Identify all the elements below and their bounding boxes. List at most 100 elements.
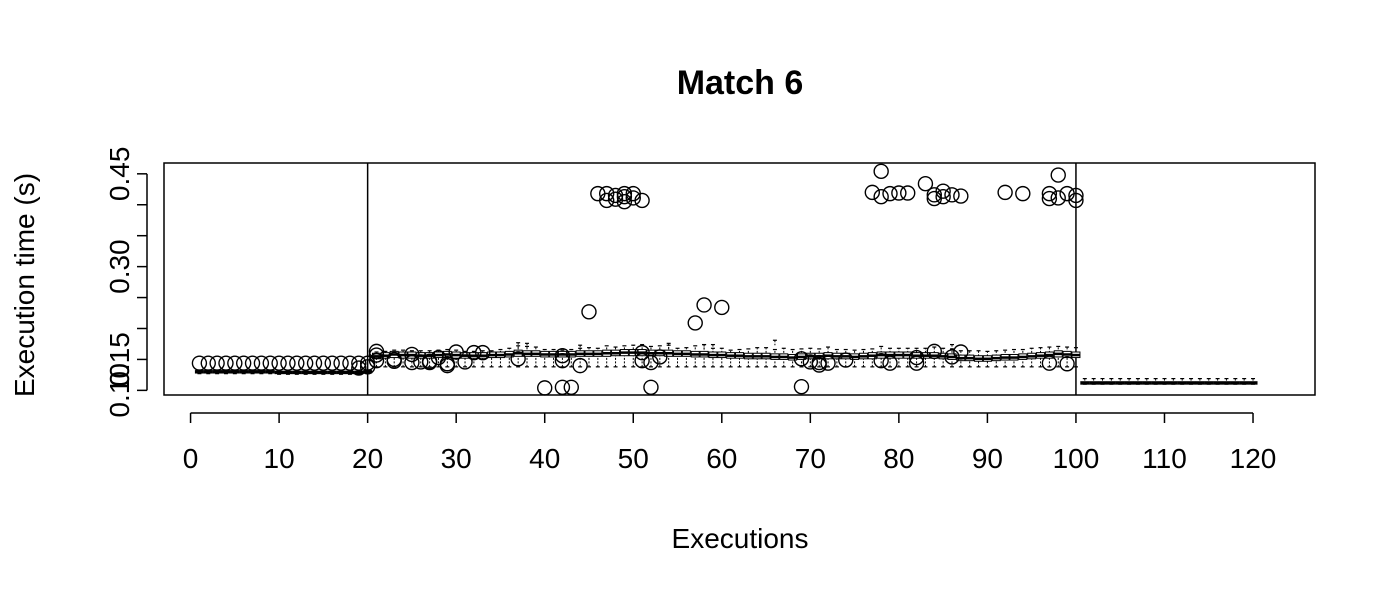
outlier-point — [873, 163, 889, 180]
box-plot — [770, 348, 780, 368]
outlier-point — [944, 187, 960, 203]
outlier-point — [820, 355, 836, 371]
x-tick-label: 60 — [706, 443, 737, 474]
outlier-point — [1015, 185, 1031, 202]
outlier-point — [643, 354, 659, 371]
box-plot — [611, 346, 621, 368]
outlier-point — [368, 352, 385, 369]
box-plot — [637, 343, 647, 368]
outlier-point — [386, 353, 402, 369]
outlier-point — [908, 349, 925, 366]
x-tick-label: 80 — [883, 443, 914, 474]
box-plot — [1115, 378, 1125, 385]
outlier-point — [944, 349, 960, 365]
box-plot — [1071, 347, 1081, 368]
outlier-point — [935, 183, 951, 199]
box-plot — [549, 348, 559, 368]
extra-whisker — [578, 344, 583, 351]
chart-title: Match 6 — [677, 64, 804, 102]
box-plot — [1053, 345, 1063, 368]
box-plot — [752, 347, 762, 368]
box-plot — [690, 345, 700, 368]
box-plot — [903, 347, 913, 368]
outlier-point — [997, 184, 1013, 201]
box-plot — [1018, 348, 1028, 368]
box-plot — [726, 349, 736, 368]
box-plot — [283, 369, 293, 375]
box-plot — [779, 347, 789, 368]
outlier-point — [209, 355, 225, 371]
outlier-point — [510, 351, 526, 367]
x-tick-label: 40 — [529, 443, 560, 474]
outlier-point — [563, 379, 579, 395]
x-tick-label: 30 — [441, 443, 472, 474]
outlier-point — [864, 184, 881, 201]
outlier-point — [306, 355, 323, 371]
outlier-point — [315, 355, 332, 371]
outlier-point — [475, 344, 491, 361]
box-plot — [1248, 378, 1258, 385]
box-plot — [531, 346, 541, 368]
box-plot — [673, 347, 683, 368]
box-plot — [876, 345, 886, 368]
outlier-point — [1059, 185, 1075, 202]
extra-whisker — [666, 342, 671, 349]
box-plot — [1009, 348, 1019, 368]
outlier-point — [1068, 192, 1084, 209]
outlier-point — [342, 355, 358, 371]
outlier-point — [714, 299, 730, 316]
plot-frame — [163, 162, 1316, 396]
outlier-point — [953, 344, 969, 360]
outlier-point — [448, 344, 464, 360]
y-tick-label: 0.45 — [104, 147, 135, 202]
box-plot — [717, 347, 727, 368]
outlier-point — [598, 185, 615, 202]
outlier-point — [873, 352, 889, 369]
outlier-point — [297, 355, 314, 371]
outlier-point — [917, 176, 934, 192]
outlier-point — [359, 355, 376, 371]
outlier-point — [1041, 355, 1058, 371]
outlier-point — [227, 355, 243, 371]
outlier-point — [466, 344, 482, 361]
box-plot — [743, 348, 753, 368]
box-plot — [1036, 347, 1046, 368]
extra-whisker — [710, 343, 715, 350]
box-plot — [584, 347, 594, 368]
box-plot — [1142, 378, 1152, 385]
box-plot — [274, 369, 284, 375]
x-tick-label: 50 — [618, 443, 649, 474]
box-plot — [929, 346, 939, 368]
box-plot — [761, 347, 771, 368]
outlier-point — [598, 192, 615, 209]
outlier-point — [368, 347, 385, 363]
x-tick-label: 120 — [1230, 443, 1277, 474]
box-plot — [522, 345, 532, 368]
box-plot — [1080, 378, 1090, 385]
outlier-point — [554, 352, 571, 369]
box-plot — [841, 348, 851, 368]
outlier-point — [572, 357, 588, 374]
outlier-point — [280, 355, 296, 371]
y-tick-label: 0.30 — [104, 239, 135, 294]
outlier-point — [793, 351, 810, 367]
box-plot — [504, 347, 514, 368]
box-plot — [619, 345, 629, 368]
outlier-point — [253, 355, 270, 371]
box-plot — [699, 343, 709, 368]
box-plot — [1239, 378, 1249, 385]
outlier-point — [793, 378, 810, 395]
box-plot — [1027, 347, 1037, 368]
outlier-point — [882, 355, 898, 371]
outlier-point — [289, 355, 305, 371]
outlier-point — [554, 379, 571, 395]
extra-whisker — [516, 342, 521, 348]
x-tick-label: 110 — [1142, 443, 1187, 474]
box-plot — [540, 348, 550, 368]
box-plot — [460, 350, 470, 368]
box-plot — [1159, 378, 1169, 385]
box-plot — [1204, 378, 1214, 385]
box-plot — [318, 369, 328, 375]
outlier-point — [634, 192, 650, 209]
